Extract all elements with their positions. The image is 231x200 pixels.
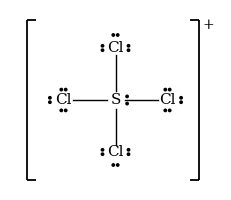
Circle shape [116,164,119,166]
Circle shape [49,101,51,103]
Circle shape [126,95,128,98]
Text: +: + [203,18,214,32]
Circle shape [112,164,115,166]
Circle shape [168,109,171,112]
Circle shape [49,97,51,99]
Circle shape [180,101,182,103]
Circle shape [168,88,171,91]
Circle shape [101,45,104,47]
Circle shape [116,34,119,36]
Circle shape [127,149,130,151]
Circle shape [164,109,167,112]
Circle shape [64,88,67,91]
Circle shape [164,88,167,91]
Circle shape [112,34,115,36]
Text: S: S [110,93,121,107]
Circle shape [60,109,63,112]
Circle shape [101,149,104,151]
Circle shape [64,109,67,112]
Text: Cl: Cl [107,41,124,55]
Text: Cl: Cl [107,145,124,159]
Circle shape [126,102,128,105]
Circle shape [101,49,104,51]
Circle shape [127,153,130,155]
Circle shape [127,49,130,51]
Circle shape [180,97,182,99]
Circle shape [101,153,104,155]
Circle shape [60,88,63,91]
Circle shape [127,45,130,47]
Text: Cl: Cl [55,93,72,107]
Text: Cl: Cl [159,93,176,107]
